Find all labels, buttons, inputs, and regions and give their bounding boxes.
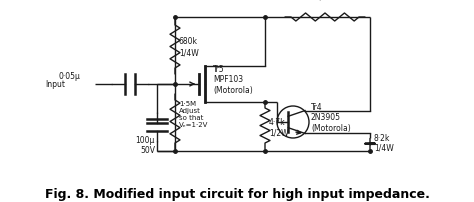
Text: Tr5
MPF103
(Motorola): Tr5 MPF103 (Motorola): [213, 65, 253, 94]
Text: Input: Input: [45, 80, 65, 89]
Text: Tr4
2N3905
(Motorola): Tr4 2N3905 (Motorola): [311, 103, 351, 132]
Text: (22k for stereo)
39k
1/4W: (22k for stereo) 39k 1/4W: [295, 0, 355, 2]
Text: 4·7k
1/2W: 4·7k 1/2W: [269, 117, 289, 137]
Text: 100µ
50V: 100µ 50V: [136, 135, 155, 155]
Text: 0·05µ: 0·05µ: [58, 72, 80, 81]
Text: 1·5M
Adjust
so that
Vₑ=1·2V: 1·5M Adjust so that Vₑ=1·2V: [179, 101, 209, 127]
Text: 8·2k
1/4W: 8·2k 1/4W: [374, 133, 394, 152]
Text: 680k
1/4W: 680k 1/4W: [179, 37, 199, 57]
Text: Fig. 8. Modified input circuit for high input impedance.: Fig. 8. Modified input circuit for high …: [45, 188, 429, 201]
